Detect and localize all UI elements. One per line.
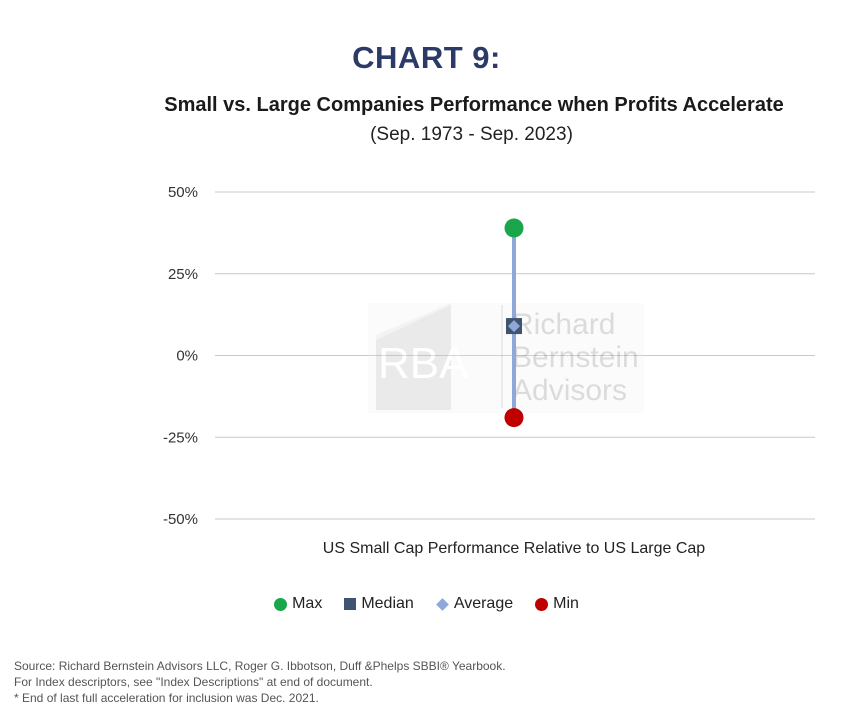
legend-item-average: Average (435, 595, 514, 613)
y-tick-label: -25% (163, 429, 198, 446)
source-line: Source: Richard Bernstein Advisors LLC, … (14, 659, 506, 673)
legend-label-average: Average (453, 595, 514, 612)
legend-item-median: Median (344, 595, 414, 613)
marker-min (504, 408, 524, 428)
legend-label-median: Median (361, 595, 414, 612)
y-tick-labels: 50% 25% 0% -25% -50% (163, 184, 198, 528)
x-axis-label: US Small Cap Performance Relative to US … (323, 540, 705, 557)
legend: Max Median Average Min (0, 595, 853, 613)
marker-max (504, 218, 524, 238)
watermark-logo: RBA Richard Bernstein Advisors (368, 303, 644, 413)
y-tick-label: 50% (168, 184, 198, 201)
legend-marker-average (435, 597, 449, 611)
legend-marker-max (274, 597, 288, 611)
legend-marker-min (535, 597, 549, 611)
chart-title: Small vs. Large Companies Performance wh… (164, 94, 784, 116)
y-tick-label: -50% (163, 511, 198, 528)
watermark-rba: RBA (378, 339, 469, 388)
watermark-line1: Richard (512, 308, 615, 341)
index-descriptors-note: For Index descriptors, see "Index Descri… (14, 675, 373, 689)
legend-label-max: Max (292, 595, 323, 612)
marker-average (508, 320, 520, 333)
footnote: * End of last full acceleration for incl… (14, 691, 319, 705)
legend-item-min: Min (535, 595, 579, 613)
chart-subtitle: (Sep. 1973 - Sep. 2023) (370, 124, 573, 145)
legend-label-min: Min (553, 595, 579, 612)
legend-item-max: Max (274, 595, 322, 613)
chart-heading: CHART 9: (352, 40, 501, 75)
y-tick-label: 0% (176, 348, 198, 365)
legend-marker-median (344, 598, 357, 610)
y-tick-label: 25% (168, 266, 198, 283)
watermark-line3: Advisors (512, 374, 627, 407)
source-note: Source: Richard Bernstein Advisors LLC, … (14, 658, 506, 706)
chart-marks (504, 218, 524, 428)
watermark-line2: Bernstein (512, 341, 639, 374)
